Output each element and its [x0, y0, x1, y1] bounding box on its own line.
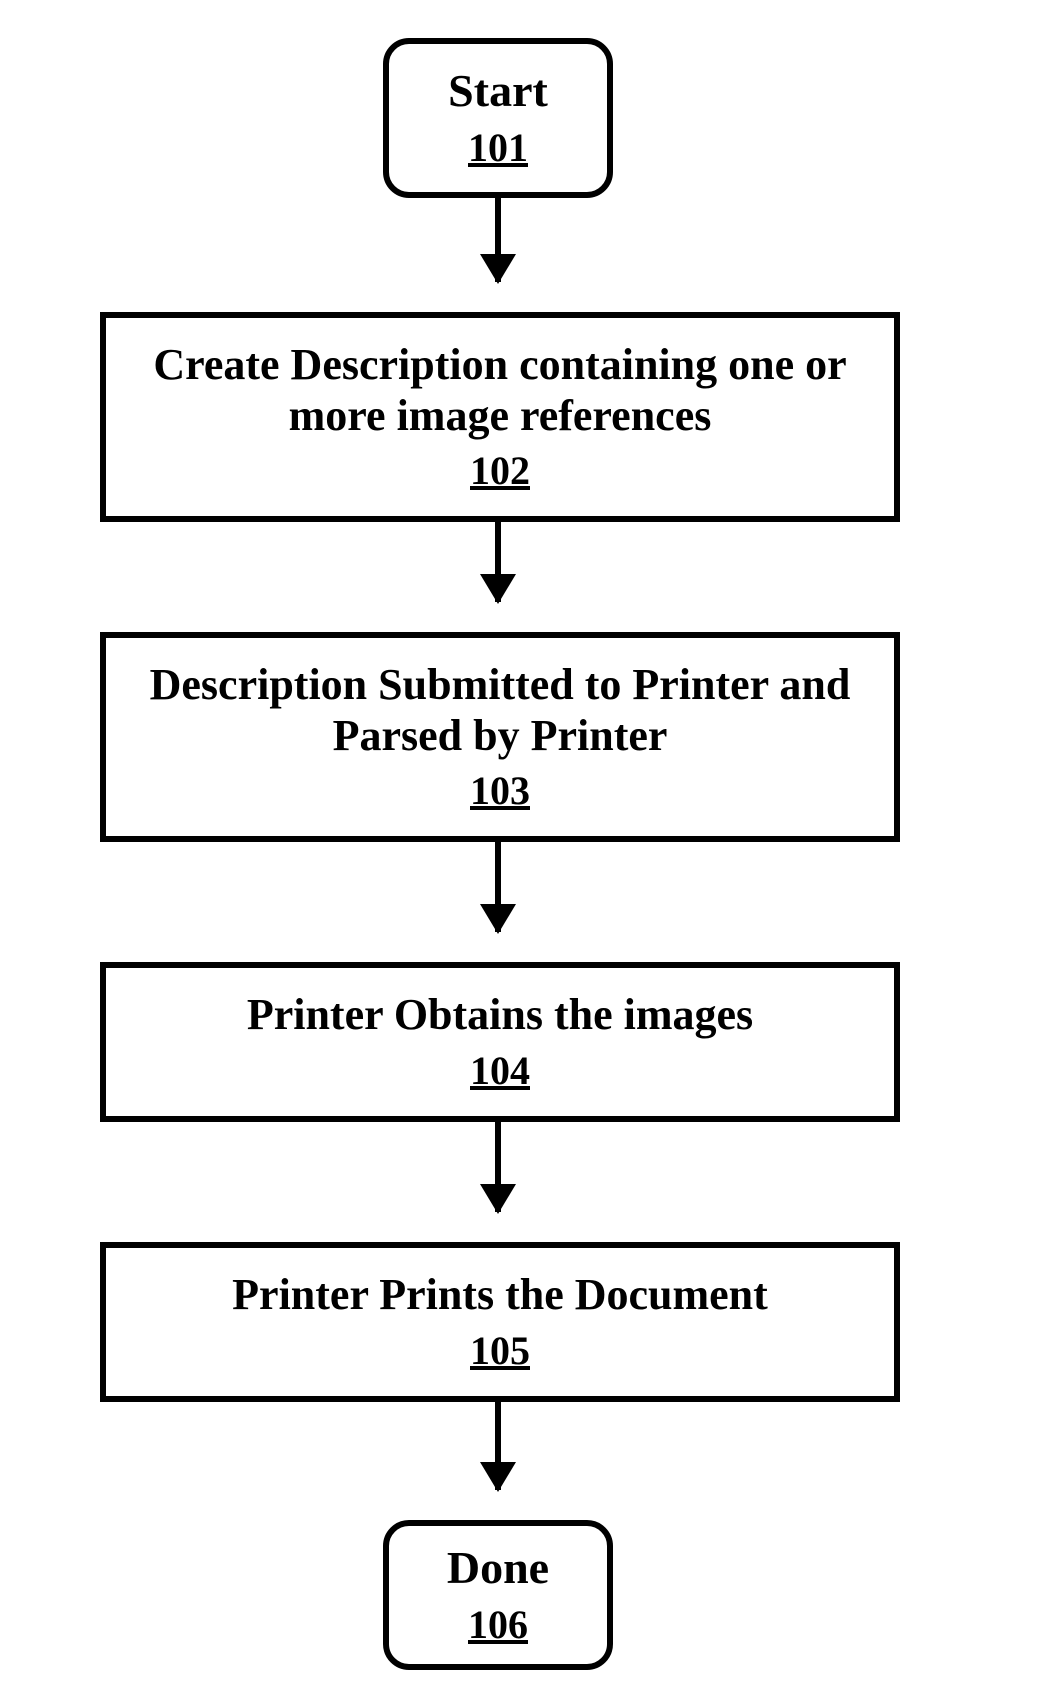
edge-submit-obtain [495, 842, 501, 932]
node-print: Printer Prints the Document 105 [100, 1242, 900, 1402]
node-print-ref: 105 [470, 1327, 530, 1374]
node-obtain-ref: 104 [470, 1047, 530, 1094]
node-print-label: Printer Prints the Document [232, 1270, 768, 1321]
node-create: Create Description containing one or mor… [100, 312, 900, 522]
node-obtain: Printer Obtains the images 104 [100, 962, 900, 1122]
node-start: Start 101 [383, 38, 613, 198]
edge-print-done [495, 1402, 501, 1490]
node-submit-ref: 103 [470, 767, 530, 814]
flowchart-canvas: Start 101 Create Description containing … [0, 0, 1050, 1693]
node-create-label: Create Description containing one or mor… [134, 340, 866, 441]
node-submit: Description Submitted to Printer and Par… [100, 632, 900, 842]
node-done-ref: 106 [468, 1601, 528, 1648]
node-obtain-label: Printer Obtains the images [247, 990, 753, 1041]
node-create-ref: 102 [470, 447, 530, 494]
node-done-label: Done [447, 1542, 549, 1595]
node-submit-label: Description Submitted to Printer and Par… [126, 660, 874, 761]
edge-obtain-print [495, 1122, 501, 1212]
edge-create-submit [495, 522, 501, 602]
node-start-ref: 101 [468, 124, 528, 171]
node-done: Done 106 [383, 1520, 613, 1670]
edge-start-create [495, 198, 501, 282]
node-start-label: Start [448, 65, 548, 118]
